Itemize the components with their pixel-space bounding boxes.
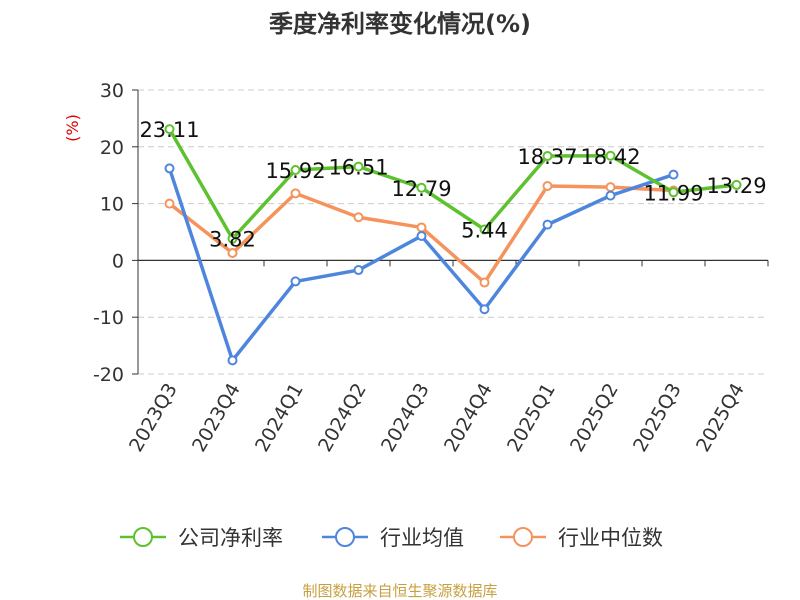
legend-label: 公司净利率 xyxy=(178,526,283,550)
x-tick-label: 2023Q4 xyxy=(188,380,245,456)
data-point[interactable] xyxy=(542,151,553,162)
x-tick-label: 2025Q2 xyxy=(566,380,623,456)
data-point[interactable] xyxy=(605,190,616,201)
data-point[interactable] xyxy=(668,169,679,180)
y-tick-label: -10 xyxy=(93,307,124,329)
x-tick-label: 2025Q4 xyxy=(692,380,749,456)
legend-marker xyxy=(513,527,533,547)
data-point[interactable] xyxy=(353,161,364,172)
data-point[interactable] xyxy=(542,219,553,230)
data-point[interactable] xyxy=(353,212,364,223)
x-tick-label: 2023Q3 xyxy=(125,380,182,456)
data-label: 11.99 xyxy=(643,181,703,205)
data-point[interactable] xyxy=(227,248,238,259)
data-point[interactable] xyxy=(290,164,301,175)
legend-item[interactable]: 行业中位数 xyxy=(500,526,663,550)
data-point[interactable] xyxy=(227,233,238,244)
data-label: 5.44 xyxy=(461,219,508,243)
x-tick-label: 2024Q2 xyxy=(314,380,371,456)
data-label: 12.79 xyxy=(391,177,451,201)
data-point[interactable] xyxy=(164,124,175,135)
data-label: 15.92 xyxy=(265,159,325,183)
legend-item[interactable]: 公司净利率 xyxy=(120,526,283,550)
y-tick-label: 0 xyxy=(112,250,124,272)
x-tick-label: 2024Q3 xyxy=(377,380,434,456)
y-tick-label: 20 xyxy=(100,137,124,159)
data-point[interactable] xyxy=(605,182,616,193)
data-point[interactable] xyxy=(479,224,490,235)
y-tick-label: 10 xyxy=(100,194,124,216)
data-point[interactable] xyxy=(290,188,301,199)
x-tick-label: 2025Q3 xyxy=(629,380,686,456)
legend-item[interactable]: 行业均值 xyxy=(322,526,464,550)
data-point[interactable] xyxy=(416,230,427,241)
legend-marker xyxy=(133,527,153,547)
chart-title: 季度净利率变化情况(%) xyxy=(269,10,531,38)
series-line-0 xyxy=(167,128,737,241)
data-point[interactable] xyxy=(227,355,238,366)
data-point[interactable] xyxy=(290,276,301,287)
data-point[interactable] xyxy=(542,180,553,191)
legend[interactable]: 公司净利率 行业均值 行业中位数 xyxy=(120,526,663,550)
source-note: 制图数据来自恒生聚源数据库 xyxy=(302,582,497,600)
data-point[interactable] xyxy=(164,198,175,209)
data-point[interactable] xyxy=(416,182,427,193)
data-point[interactable] xyxy=(605,150,616,161)
data-point[interactable] xyxy=(479,304,490,315)
data-label: 18.42 xyxy=(580,145,640,169)
y-axis-unit: (%) xyxy=(63,114,82,142)
data-point[interactable] xyxy=(668,187,679,198)
x-tick-label: 2025Q1 xyxy=(503,380,560,456)
data-point[interactable] xyxy=(164,163,175,174)
x-tick-label: 2024Q1 xyxy=(251,380,308,456)
data-label: 18.37 xyxy=(517,145,577,169)
data-label: 16.51 xyxy=(328,156,388,180)
data-label: 23.11 xyxy=(139,118,199,142)
legend-label: 行业中位数 xyxy=(558,526,663,550)
x-tick-label: 2024Q4 xyxy=(440,380,497,456)
legend-marker xyxy=(335,527,355,547)
data-point[interactable] xyxy=(416,222,427,233)
y-tick-label: 30 xyxy=(100,80,124,102)
grid xyxy=(138,89,768,375)
data-label: 3.82 xyxy=(209,228,256,252)
data-point[interactable] xyxy=(479,277,490,288)
series-lines xyxy=(164,124,742,366)
data-point[interactable] xyxy=(731,179,742,190)
data-label: 13.29 xyxy=(706,174,766,198)
y-tick-label: -20 xyxy=(93,364,124,386)
legend-label: 行业均值 xyxy=(380,526,464,550)
data-point[interactable] xyxy=(353,265,364,276)
